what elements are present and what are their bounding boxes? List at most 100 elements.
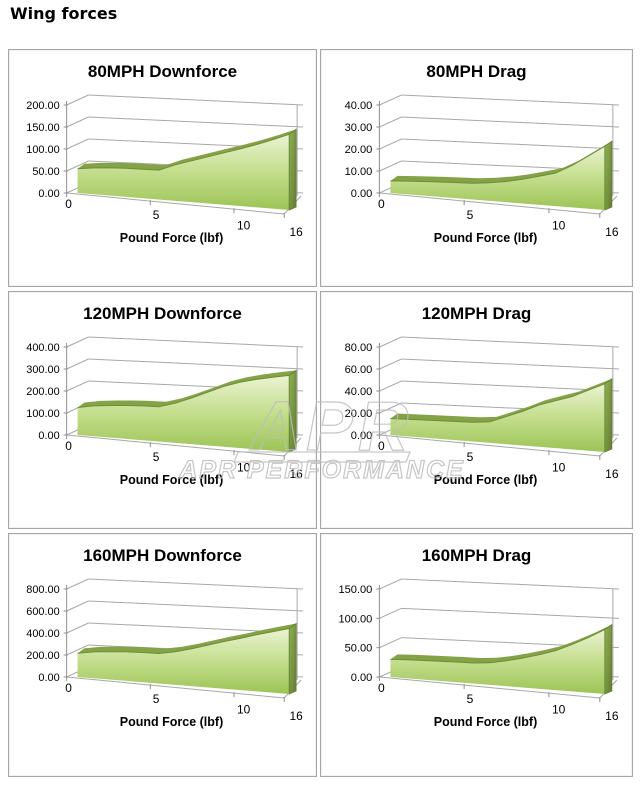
svg-text:10.00: 10.00 [345,166,373,178]
charts-grid: 0.00 50.00 100.00 150.00 200.00 0 5 10 16 80MPH … [8,49,633,777]
svg-text:10: 10 [237,703,251,717]
axis-tick-labels: 0.00 20.00 40.00 60.00 80.00 0 5 10 16 [345,342,619,481]
area-series [77,369,297,453]
area-face [77,628,290,694]
axes [376,585,601,702]
chart-panel-80mph-downforce: 0.00 50.00 100.00 150.00 200.00 0 5 10 16 80MPH … [8,49,317,287]
svg-text:80.00: 80.00 [345,342,373,354]
svg-text:0.00: 0.00 [351,430,373,442]
chart-title: 160MPH Drag [421,546,532,565]
svg-text:200.00: 200.00 [26,100,59,112]
svg-text:200.00: 200.00 [26,386,59,398]
svg-text:10: 10 [552,461,566,475]
axes [63,101,285,218]
axis-tick-labels: 0.00 200.00 400.00 600.00 800.00 0 5 10 16 [26,584,303,723]
svg-text:600.00: 600.00 [26,606,59,618]
svg-text:0.00: 0.00 [351,188,373,200]
area-series [390,378,613,453]
svg-text:5: 5 [153,208,160,222]
svg-text:400.00: 400.00 [26,628,59,640]
svg-text:0.00: 0.00 [351,672,373,684]
svg-text:400.00: 400.00 [26,342,59,354]
svg-text:300.00: 300.00 [26,364,59,376]
chart-canvas-80mph-downforce: 0.00 50.00 100.00 150.00 200.00 0 5 10 16 [26,94,304,239]
svg-text:5: 5 [153,692,160,706]
svg-text:5: 5 [467,450,474,464]
svg-text:50.00: 50.00 [32,166,59,178]
svg-text:20.00: 20.00 [345,408,373,420]
chart-title: 120MPH Downforce [83,304,242,323]
area-top-rim [77,370,297,408]
chart-title: 80MPH Drag [426,62,527,81]
x-axis-title: Pound Force (lbf) [119,473,224,487]
svg-text:10: 10 [237,219,251,233]
svg-text:0: 0 [65,681,72,695]
area-top-line [77,133,290,171]
svg-text:16: 16 [290,467,304,481]
svg-text:100.00: 100.00 [339,613,373,625]
svg-text:20.00: 20.00 [345,144,373,156]
svg-text:40.00: 40.00 [345,386,373,398]
svg-text:0: 0 [378,197,385,211]
svg-text:10: 10 [552,703,566,717]
area-face [390,629,605,694]
page-title: Wing forces [10,4,118,23]
area-top-line [390,629,606,664]
area-series [390,140,613,211]
area-face [390,146,605,210]
chart-panel-120mph-downforce: 0.00 100.00 200.00 300.00 400.00 0 5 10 16 120MP… [8,291,317,529]
area-end-cap [288,622,297,695]
svg-text:800.00: 800.00 [26,584,59,596]
x-axis-title: Pound Force (lbf) [433,473,538,487]
svg-text:0: 0 [65,197,72,211]
chart-canvas-160mph-drag: 0.00 50.00 100.00 150.00 0 5 10 16 [339,578,619,723]
area-top-line [390,145,606,184]
chart-panel-160mph-downforce: 0.00 200.00 400.00 600.00 800.00 0 5 10 16 160MP… [8,533,317,777]
svg-text:16: 16 [290,225,304,239]
area-end-cap [288,128,297,211]
x-axis-title: Pound Force (lbf) [119,231,224,245]
axes [376,101,601,218]
x-axis-title: Pound Force (lbf) [433,715,538,729]
axis-tick-labels: 0.00 50.00 100.00 150.00 0 5 10 16 [339,584,619,723]
chart-canvas-120mph-downforce: 0.00 100.00 200.00 300.00 400.00 0 5 10 16 [26,336,304,481]
svg-text:0.00: 0.00 [38,672,59,684]
area-top-line [77,374,290,408]
svg-text:16: 16 [290,709,304,723]
svg-text:100.00: 100.00 [26,144,59,156]
svg-text:0.00: 0.00 [38,188,59,200]
svg-text:150.00: 150.00 [339,584,373,596]
svg-text:5: 5 [153,450,160,464]
area-end-cap [604,623,613,695]
axis-tick-labels: 0.00 50.00 100.00 150.00 200.00 0 5 10 16 [26,100,303,239]
svg-text:16: 16 [605,467,619,481]
svg-text:10: 10 [552,219,566,233]
area-face [77,375,290,452]
area-end-cap [604,140,613,211]
svg-text:10: 10 [237,461,251,475]
svg-text:40.00: 40.00 [345,100,373,112]
axis-tick-labels: 0.00 10.00 20.00 30.00 40.00 0 5 10 16 [345,100,619,239]
axes [63,585,285,702]
chart-canvas-80mph-drag: 0.00 10.00 20.00 30.00 40.00 0 5 10 16 [345,94,619,239]
x-axis-title: Pound Force (lbf) [119,715,224,729]
area-face [77,134,290,210]
svg-text:0: 0 [378,439,385,453]
area-top-rim [77,623,297,654]
svg-text:30.00: 30.00 [345,122,373,134]
area-top-line [390,383,606,423]
area-face [390,383,605,452]
svg-text:100.00: 100.00 [26,408,59,420]
area-top-line [77,628,290,655]
axis-tick-labels: 0.00 100.00 200.00 300.00 400.00 0 5 10 16 [26,342,303,481]
chart-title: 120MPH Drag [421,304,532,323]
area-top-rim [390,624,612,663]
area-end-cap [604,378,613,453]
x-axis-title: Pound Force (lbf) [433,231,538,245]
area-series [77,622,297,695]
area-top-rim [390,141,612,184]
chart-title: 160MPH Downforce [83,546,242,565]
area-end-cap [288,369,297,453]
svg-text:16: 16 [605,225,619,239]
